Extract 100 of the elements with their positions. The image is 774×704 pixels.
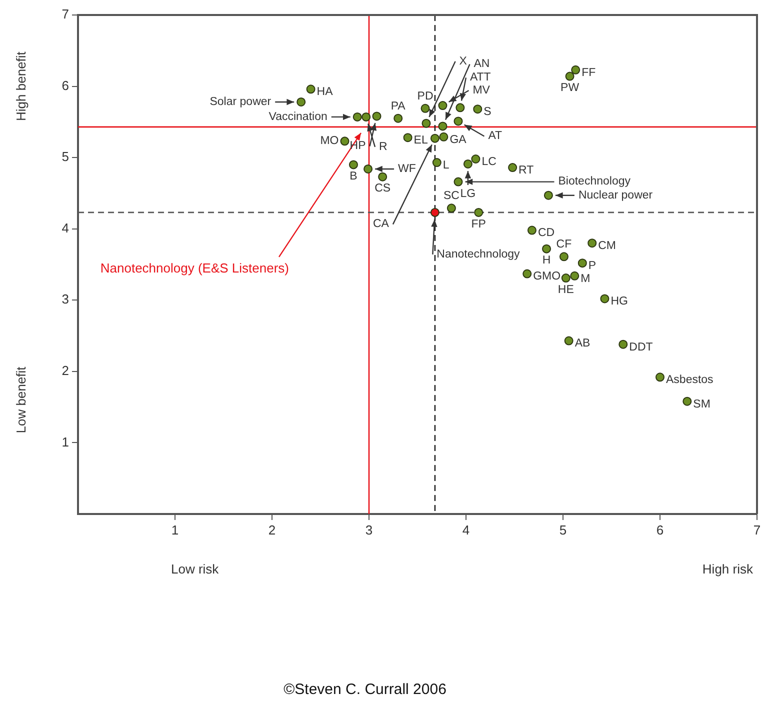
point bbox=[542, 244, 552, 254]
x-tick-label: 4 bbox=[462, 522, 470, 538]
annotation: HA bbox=[316, 86, 334, 98]
point bbox=[618, 340, 628, 349]
point bbox=[578, 258, 587, 268]
point bbox=[438, 101, 448, 110]
annotation: M bbox=[580, 272, 590, 285]
annotation: HE bbox=[558, 284, 574, 296]
point bbox=[306, 84, 316, 94]
point bbox=[446, 204, 456, 213]
annotation: AB bbox=[574, 338, 590, 350]
point bbox=[527, 226, 536, 235]
annotation: Asbestos bbox=[666, 374, 714, 386]
x-tick-label: 6 bbox=[656, 522, 664, 538]
point bbox=[565, 72, 574, 81]
y-tick-label: 4 bbox=[62, 220, 69, 236]
annotation: P bbox=[588, 260, 596, 272]
point bbox=[463, 159, 472, 168]
annotation: LC bbox=[482, 156, 496, 168]
point bbox=[403, 133, 412, 142]
point bbox=[352, 112, 362, 122]
point bbox=[432, 158, 442, 168]
annotation: HG bbox=[610, 296, 628, 308]
point bbox=[588, 238, 597, 248]
annotation: AT bbox=[488, 130, 502, 142]
point bbox=[561, 274, 570, 283]
annotation: ATT bbox=[470, 72, 491, 84]
point bbox=[456, 103, 465, 112]
point bbox=[422, 118, 431, 128]
point bbox=[362, 112, 371, 122]
annotation: L bbox=[442, 159, 450, 172]
annotation: X bbox=[459, 55, 468, 68]
text: Low risk bbox=[171, 562, 220, 577]
point bbox=[378, 172, 388, 182]
annotation: CS bbox=[374, 182, 391, 195]
point bbox=[439, 132, 448, 142]
annotation: FP bbox=[471, 218, 486, 230]
ref-line-label: Nanotechnology (E&S Listeners) bbox=[100, 260, 289, 276]
text: High benefit bbox=[14, 51, 29, 121]
point bbox=[473, 104, 482, 114]
point bbox=[682, 396, 692, 406]
annotation: S bbox=[484, 106, 492, 118]
point bbox=[430, 208, 440, 217]
annotation: AN bbox=[474, 58, 490, 70]
point bbox=[454, 177, 463, 186]
point bbox=[564, 336, 574, 346]
x-tick-label: 7 bbox=[753, 522, 761, 538]
annotation: LG bbox=[460, 188, 476, 200]
annotation: MV bbox=[472, 84, 490, 96]
point bbox=[430, 134, 440, 143]
annotation: Solar power bbox=[210, 96, 272, 108]
point bbox=[570, 271, 580, 280]
annotation: CD bbox=[538, 227, 555, 240]
annotation: WF bbox=[398, 162, 416, 175]
annotation: MO bbox=[320, 135, 339, 148]
point bbox=[508, 163, 518, 172]
point bbox=[438, 122, 448, 131]
point bbox=[420, 104, 430, 113]
y-tick-label: 1 bbox=[62, 434, 69, 450]
y-tick-label: 5 bbox=[62, 149, 69, 164]
annotation: CM bbox=[598, 240, 616, 252]
annotation: SM bbox=[693, 398, 710, 410]
text: High risk bbox=[702, 562, 754, 577]
point bbox=[340, 136, 350, 146]
annotation: PW bbox=[560, 82, 580, 94]
point bbox=[571, 65, 580, 74]
point bbox=[559, 252, 568, 262]
point bbox=[474, 208, 484, 217]
annotation: R bbox=[379, 140, 388, 153]
annotation: PD bbox=[417, 90, 434, 102]
annotation: Vaccination bbox=[268, 110, 328, 123]
annotation: PA bbox=[390, 100, 406, 112]
point bbox=[454, 116, 463, 126]
y-tick-label: 7 bbox=[62, 6, 69, 22]
annotation: B bbox=[350, 170, 358, 183]
x-tick-label: 2 bbox=[268, 522, 276, 538]
point bbox=[372, 112, 382, 121]
y-tick-label: 3 bbox=[62, 292, 69, 307]
point bbox=[471, 154, 480, 164]
annotation: DDT bbox=[629, 341, 653, 354]
annotation: CA bbox=[372, 218, 390, 230]
annotation: H bbox=[542, 254, 551, 267]
y-tick-label: 6 bbox=[62, 78, 69, 93]
point bbox=[600, 294, 610, 304]
x-tick-label: 5 bbox=[559, 522, 567, 538]
y-tick-label: 2 bbox=[62, 363, 69, 378]
text: ©Steven C. Currall 2006 bbox=[284, 681, 446, 698]
annotation: Nuclear power bbox=[578, 189, 653, 202]
point bbox=[364, 164, 373, 174]
annotation: FF bbox=[582, 66, 596, 79]
text: Low benefit bbox=[14, 366, 29, 434]
annotation: GMO bbox=[533, 270, 561, 283]
annotation: RT bbox=[518, 164, 534, 176]
point bbox=[522, 269, 532, 278]
point bbox=[656, 372, 664, 382]
annotation: Biotechnology bbox=[558, 176, 631, 188]
point bbox=[348, 160, 358, 170]
x-tick-label: 1 bbox=[171, 522, 179, 538]
point bbox=[394, 114, 403, 123]
point bbox=[296, 97, 306, 106]
